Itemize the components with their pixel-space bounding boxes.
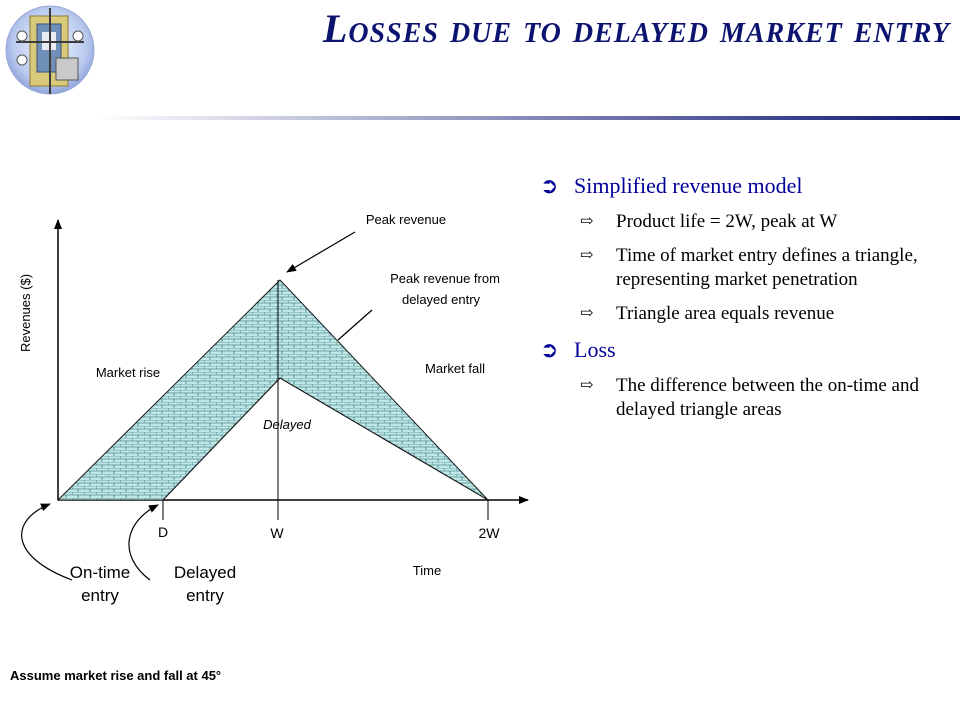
delayed-entry-line1: Delayed [174,563,236,582]
delayed-entry-line2: entry [186,586,224,605]
x-axis-label: Time [413,563,441,578]
subbullet-label: Time of market entry defines a triangle,… [616,245,918,290]
loss-region [56,279,489,501]
subbullet-label: The difference between the on-time and d… [616,375,919,420]
bullet-list: ➲ Simplified revenue model ⇨ Product lif… [540,172,940,432]
peak-revenue-arrow [286,231,356,273]
subbullet-arrow-icon: ⇨ [580,247,594,264]
tick-label-d: D [158,524,168,540]
peak-revenue-label: Peak revenue [366,212,446,227]
university-logo [5,5,95,95]
subbullet-label: Triangle area equals revenue [616,303,835,324]
title-underline [96,116,960,120]
delayed-label: Delayed [263,417,311,432]
delayed-triangle-outline [162,377,489,501]
bullet-label: Simplified revenue model [574,173,803,198]
subbullet-arrow-icon: ⇨ [580,305,594,322]
bullet-simplified-model: ➲ Simplified revenue model [540,172,940,200]
bullet-arrow-icon: ➲ [540,173,559,198]
market-rise-label: Market rise [96,365,160,380]
bullet-arrow-icon: ➲ [540,337,559,362]
bullet-label: Loss [574,337,616,362]
subbullet-difference: ⇨ The difference between the on-time and… [580,374,940,422]
ontime-entry-arrow [21,503,73,581]
footnote: Assume market rise and fall at 45° [10,668,222,683]
ontime-entry-line1: On-time [70,563,130,582]
tick-label-2w: 2W [479,525,501,541]
peak-delayed-label-line1: Peak revenue from [390,271,500,286]
subbullet-market-entry: ⇨ Time of market entry defines a triangl… [580,244,940,292]
subbullet-arrow-icon: ⇨ [580,377,594,394]
bullet-loss: ➲ Loss [540,336,940,364]
peak-delayed-pointer [337,309,373,341]
slide-title: Losses due to delayed market entry [322,6,950,51]
subbullet-label: Product life = 2W, peak at W [616,211,838,232]
ontime-entry-line2: entry [81,586,119,605]
y-axis-label: Revenues ($) [18,274,33,352]
market-fall-label: Market fall [425,361,485,376]
subbullet-triangle-area: ⇨ Triangle area equals revenue [580,302,940,326]
subbullet-product-life: ⇨ Product life = 2W, peak at W [580,210,940,234]
delayed-entry-arrow [128,504,159,581]
peak-delayed-label-line2: delayed entry [402,292,481,307]
tick-label-w: W [270,525,284,541]
subbullet-arrow-icon: ⇨ [580,213,594,230]
revenue-triangle-diagram: Revenues ($) Peak revenue Peak revenue f… [18,212,529,605]
